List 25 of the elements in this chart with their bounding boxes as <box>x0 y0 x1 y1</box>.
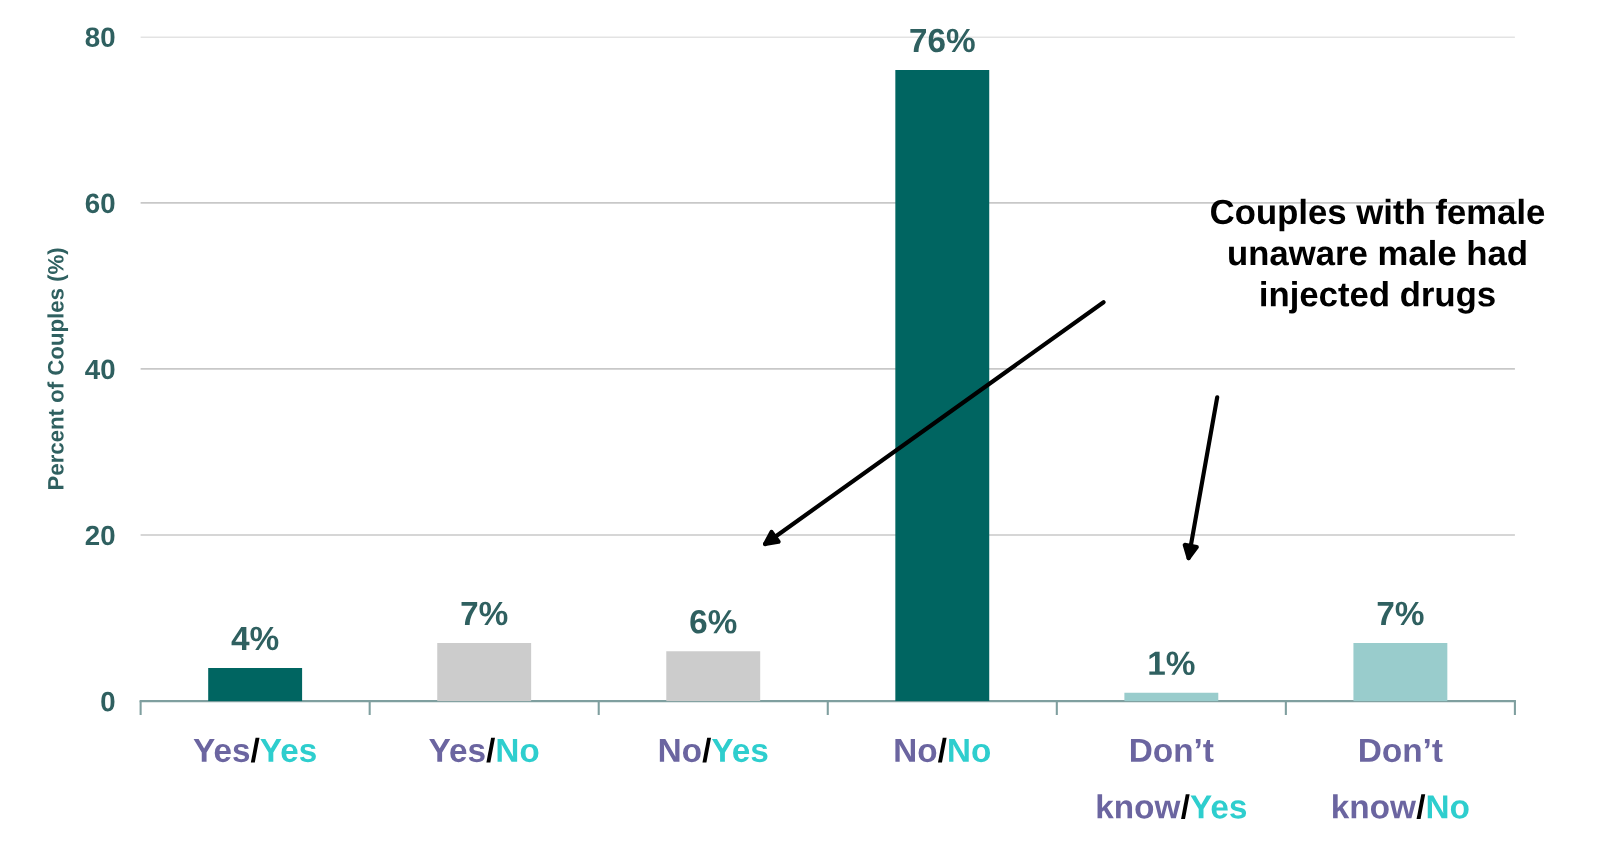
bar <box>437 643 532 702</box>
data-label: 1% <box>1149 651 1195 676</box>
x-tick-label: Yes/No <box>429 737 539 763</box>
x-tick-label: No/No <box>895 737 991 763</box>
y-tick-label: 20 <box>85 525 115 546</box>
bar <box>666 651 761 702</box>
bar <box>895 69 990 702</box>
bar <box>1353 643 1448 702</box>
data-label: 6% <box>690 610 737 634</box>
annotation: Couples with female unaware male had injected drugs <box>1211 198 1545 314</box>
y-tick-label: 40 <box>85 359 115 380</box>
y-tick-label: 60 <box>85 193 115 214</box>
x-tick-label: Yes/Yes <box>193 737 316 763</box>
data-label: 76% <box>910 28 975 53</box>
x-tick-label: No/Yes <box>659 737 768 763</box>
y-axis-title: Percent of Couples (%) <box>47 248 69 490</box>
data-label: 7% <box>461 601 508 626</box>
y-tick-label: 0 <box>101 691 115 712</box>
x-tick-label: Don’t know/Yes <box>1097 738 1247 819</box>
bar <box>1124 692 1219 702</box>
y-tick-label: 80 <box>85 27 115 48</box>
bar <box>208 667 303 702</box>
data-label: 7% <box>1377 601 1424 626</box>
data-label: 4% <box>231 626 279 651</box>
x-tick-label: Don’t know/No <box>1333 738 1469 819</box>
